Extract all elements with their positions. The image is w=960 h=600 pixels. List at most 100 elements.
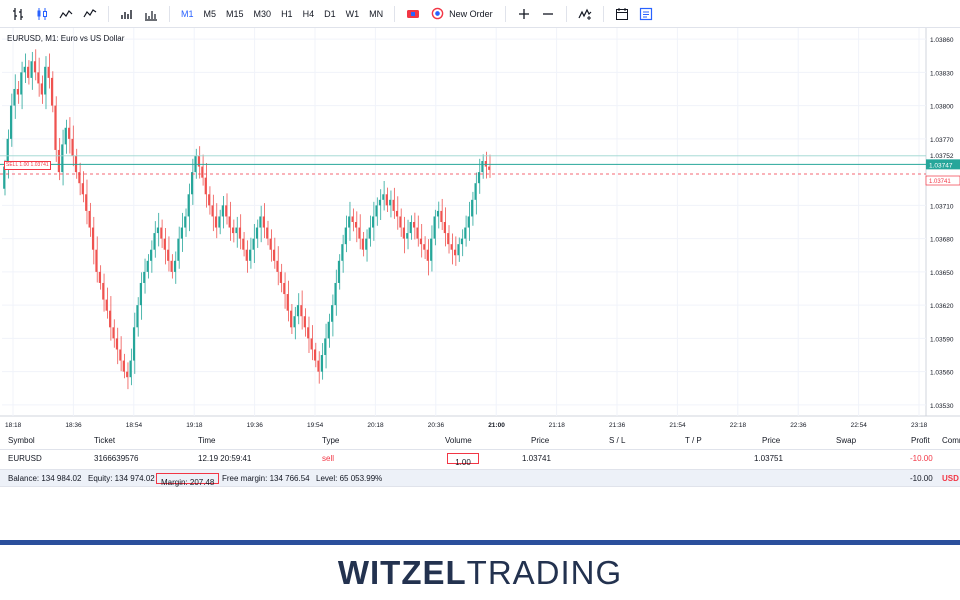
candle-body[interactable] [348, 216, 351, 228]
candle-body[interactable] [426, 249, 429, 261]
candle-body[interactable] [481, 161, 484, 173]
candle-body[interactable] [252, 238, 255, 250]
timeframe-mn[interactable]: MN [369, 8, 384, 19]
candle-body[interactable] [85, 194, 88, 211]
timeframe-h4[interactable]: H4 [302, 8, 315, 19]
candle-body[interactable] [378, 199, 381, 206]
area-chart-icon[interactable] [78, 0, 102, 28]
one-click-trading-icon[interactable] [401, 0, 425, 28]
candle-body[interactable] [74, 155, 77, 173]
candle-body[interactable] [290, 310, 293, 328]
candle-body[interactable] [453, 249, 457, 256]
candle-body[interactable] [344, 227, 347, 245]
candle-body[interactable] [129, 360, 132, 378]
candle-body[interactable] [269, 238, 272, 250]
candle-body[interactable] [331, 305, 334, 322]
sell-position-tag[interactable]: SELL 1.00 1.03741 [4, 161, 51, 170]
candle-body[interactable] [81, 183, 84, 195]
candle-body[interactable] [382, 194, 385, 200]
candle-body[interactable] [447, 233, 450, 245]
candle-body[interactable] [57, 149, 60, 173]
header-profit[interactable]: Profit [911, 436, 930, 445]
chart-canvas[interactable]: 1.03860 1.03830 1.03800 1.03770 1.03752 1.037… [0, 28, 960, 432]
volume-bars-icon[interactable] [115, 0, 139, 28]
candle-body[interactable] [313, 349, 316, 361]
candle-body[interactable] [61, 144, 64, 173]
candle-body[interactable] [91, 227, 94, 250]
candle-body[interactable] [235, 227, 238, 234]
candle-body[interactable] [317, 360, 320, 372]
header-current-price[interactable]: Price [762, 436, 781, 445]
candle-body[interactable] [375, 205, 378, 217]
candle-body[interactable] [3, 166, 6, 189]
header-type[interactable]: Type [322, 436, 340, 445]
timeframe-d1[interactable]: D1 [324, 8, 336, 19]
candle-body[interactable] [395, 210, 398, 217]
volume-bars-icon[interactable] [139, 0, 163, 28]
candle-body[interactable] [218, 216, 221, 228]
header-tp[interactable]: T / P [685, 436, 702, 445]
timeframe-m5[interactable]: M5 [203, 8, 217, 19]
indicators-icon[interactable] [573, 0, 597, 28]
candle-body[interactable] [245, 249, 248, 261]
candle-body[interactable] [238, 227, 241, 239]
candle-body[interactable] [184, 216, 187, 228]
position-volume[interactable]: 1.00 [447, 453, 479, 467]
candlestick-icon[interactable] [30, 0, 54, 28]
candle-body[interactable] [16, 88, 19, 95]
candle-body[interactable] [156, 227, 159, 234]
candle-body[interactable] [191, 172, 194, 195]
timeframe-m1[interactable]: M1 [181, 8, 194, 19]
candle-body[interactable] [201, 166, 204, 178]
candle-body[interactable] [310, 338, 313, 350]
timeframe-m15[interactable]: M15 [226, 8, 244, 19]
candle-body[interactable] [44, 66, 47, 95]
candle-body[interactable] [126, 371, 129, 378]
candle-body[interactable] [146, 260, 149, 272]
position-row[interactable]: EURUSD 3166639576 12.19 20:59:41 sell 1.… [0, 450, 960, 468]
candle-body[interactable] [293, 316, 296, 328]
candle-body[interactable] [467, 216, 470, 228]
candle-body[interactable] [385, 194, 388, 206]
candle-body[interactable] [109, 310, 112, 328]
candle-body[interactable] [214, 216, 217, 228]
candle-body[interactable] [413, 222, 416, 228]
candle-body[interactable] [406, 233, 409, 239]
candle-body[interactable] [416, 227, 419, 239]
candle-body[interactable] [221, 205, 224, 217]
bar-chart-icon[interactable] [6, 0, 30, 28]
header-time[interactable]: Time [198, 436, 216, 445]
candle-body[interactable] [389, 199, 392, 206]
header-swap[interactable]: Swap [836, 436, 857, 445]
candle-body[interactable] [365, 238, 368, 250]
candle-body[interactable] [173, 260, 176, 272]
candle-body[interactable] [6, 138, 9, 167]
line-chart-icon[interactable] [54, 0, 78, 28]
header-sl[interactable]: S / L [609, 436, 626, 445]
candle-body[interactable] [279, 271, 282, 283]
candle-body[interactable] [231, 227, 235, 234]
candle-body[interactable] [20, 72, 23, 95]
candle-body[interactable] [450, 244, 453, 250]
save-icon[interactable] [634, 0, 658, 28]
candle-body[interactable] [170, 260, 173, 272]
timeframe-h1[interactable]: H1 [281, 8, 293, 19]
header-comment[interactable]: Comment [942, 436, 960, 445]
candle-body[interactable] [37, 72, 40, 84]
candle-body[interactable] [464, 227, 467, 239]
candle-body[interactable] [286, 294, 289, 311]
candle-body[interactable] [320, 355, 323, 372]
candle-body[interactable] [105, 299, 108, 311]
candle-body[interactable] [50, 77, 54, 106]
candle-body[interactable] [440, 210, 443, 222]
candle-body[interactable] [296, 305, 299, 317]
candle-body[interactable] [341, 244, 344, 261]
candle-body[interactable] [399, 216, 402, 228]
candle-body[interactable] [139, 282, 142, 306]
candle-body[interactable] [334, 282, 337, 306]
candle-body[interactable] [255, 227, 258, 239]
candle-body[interactable] [484, 161, 487, 167]
header-volume[interactable]: Volume [445, 436, 472, 445]
price-axis[interactable] [926, 28, 960, 432]
candle-body[interactable] [368, 227, 371, 239]
